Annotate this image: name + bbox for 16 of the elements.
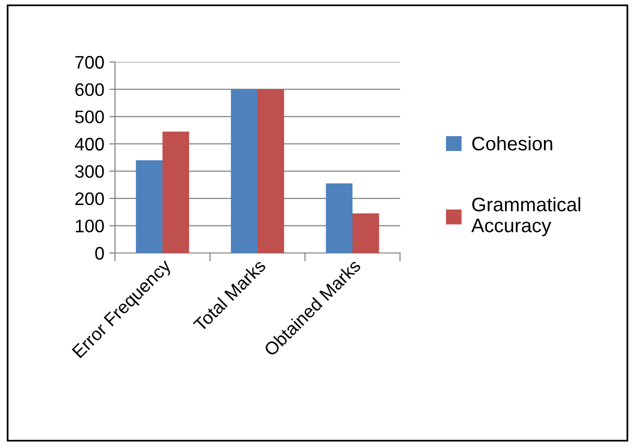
y-tick-label: 0 — [95, 246, 104, 260]
y-tick-label: 500 — [75, 110, 104, 124]
bar — [258, 89, 284, 253]
bar — [136, 160, 162, 253]
legend-label: Cohesion — [472, 136, 552, 150]
bar — [352, 213, 380, 253]
y-tick-label: 400 — [74, 138, 104, 151]
bar — [326, 183, 352, 253]
y-tick-label: 300 — [75, 165, 104, 178]
bar — [230, 89, 258, 253]
y-tick-label: 700 — [75, 56, 104, 69]
legend-label: Grammatical Accuracy — [471, 197, 580, 236]
bar — [162, 132, 190, 253]
y-tick-label: 100 — [76, 220, 104, 232]
y-tick-label: 600 — [75, 83, 104, 96]
y-tick-label: 200 — [75, 192, 104, 206]
